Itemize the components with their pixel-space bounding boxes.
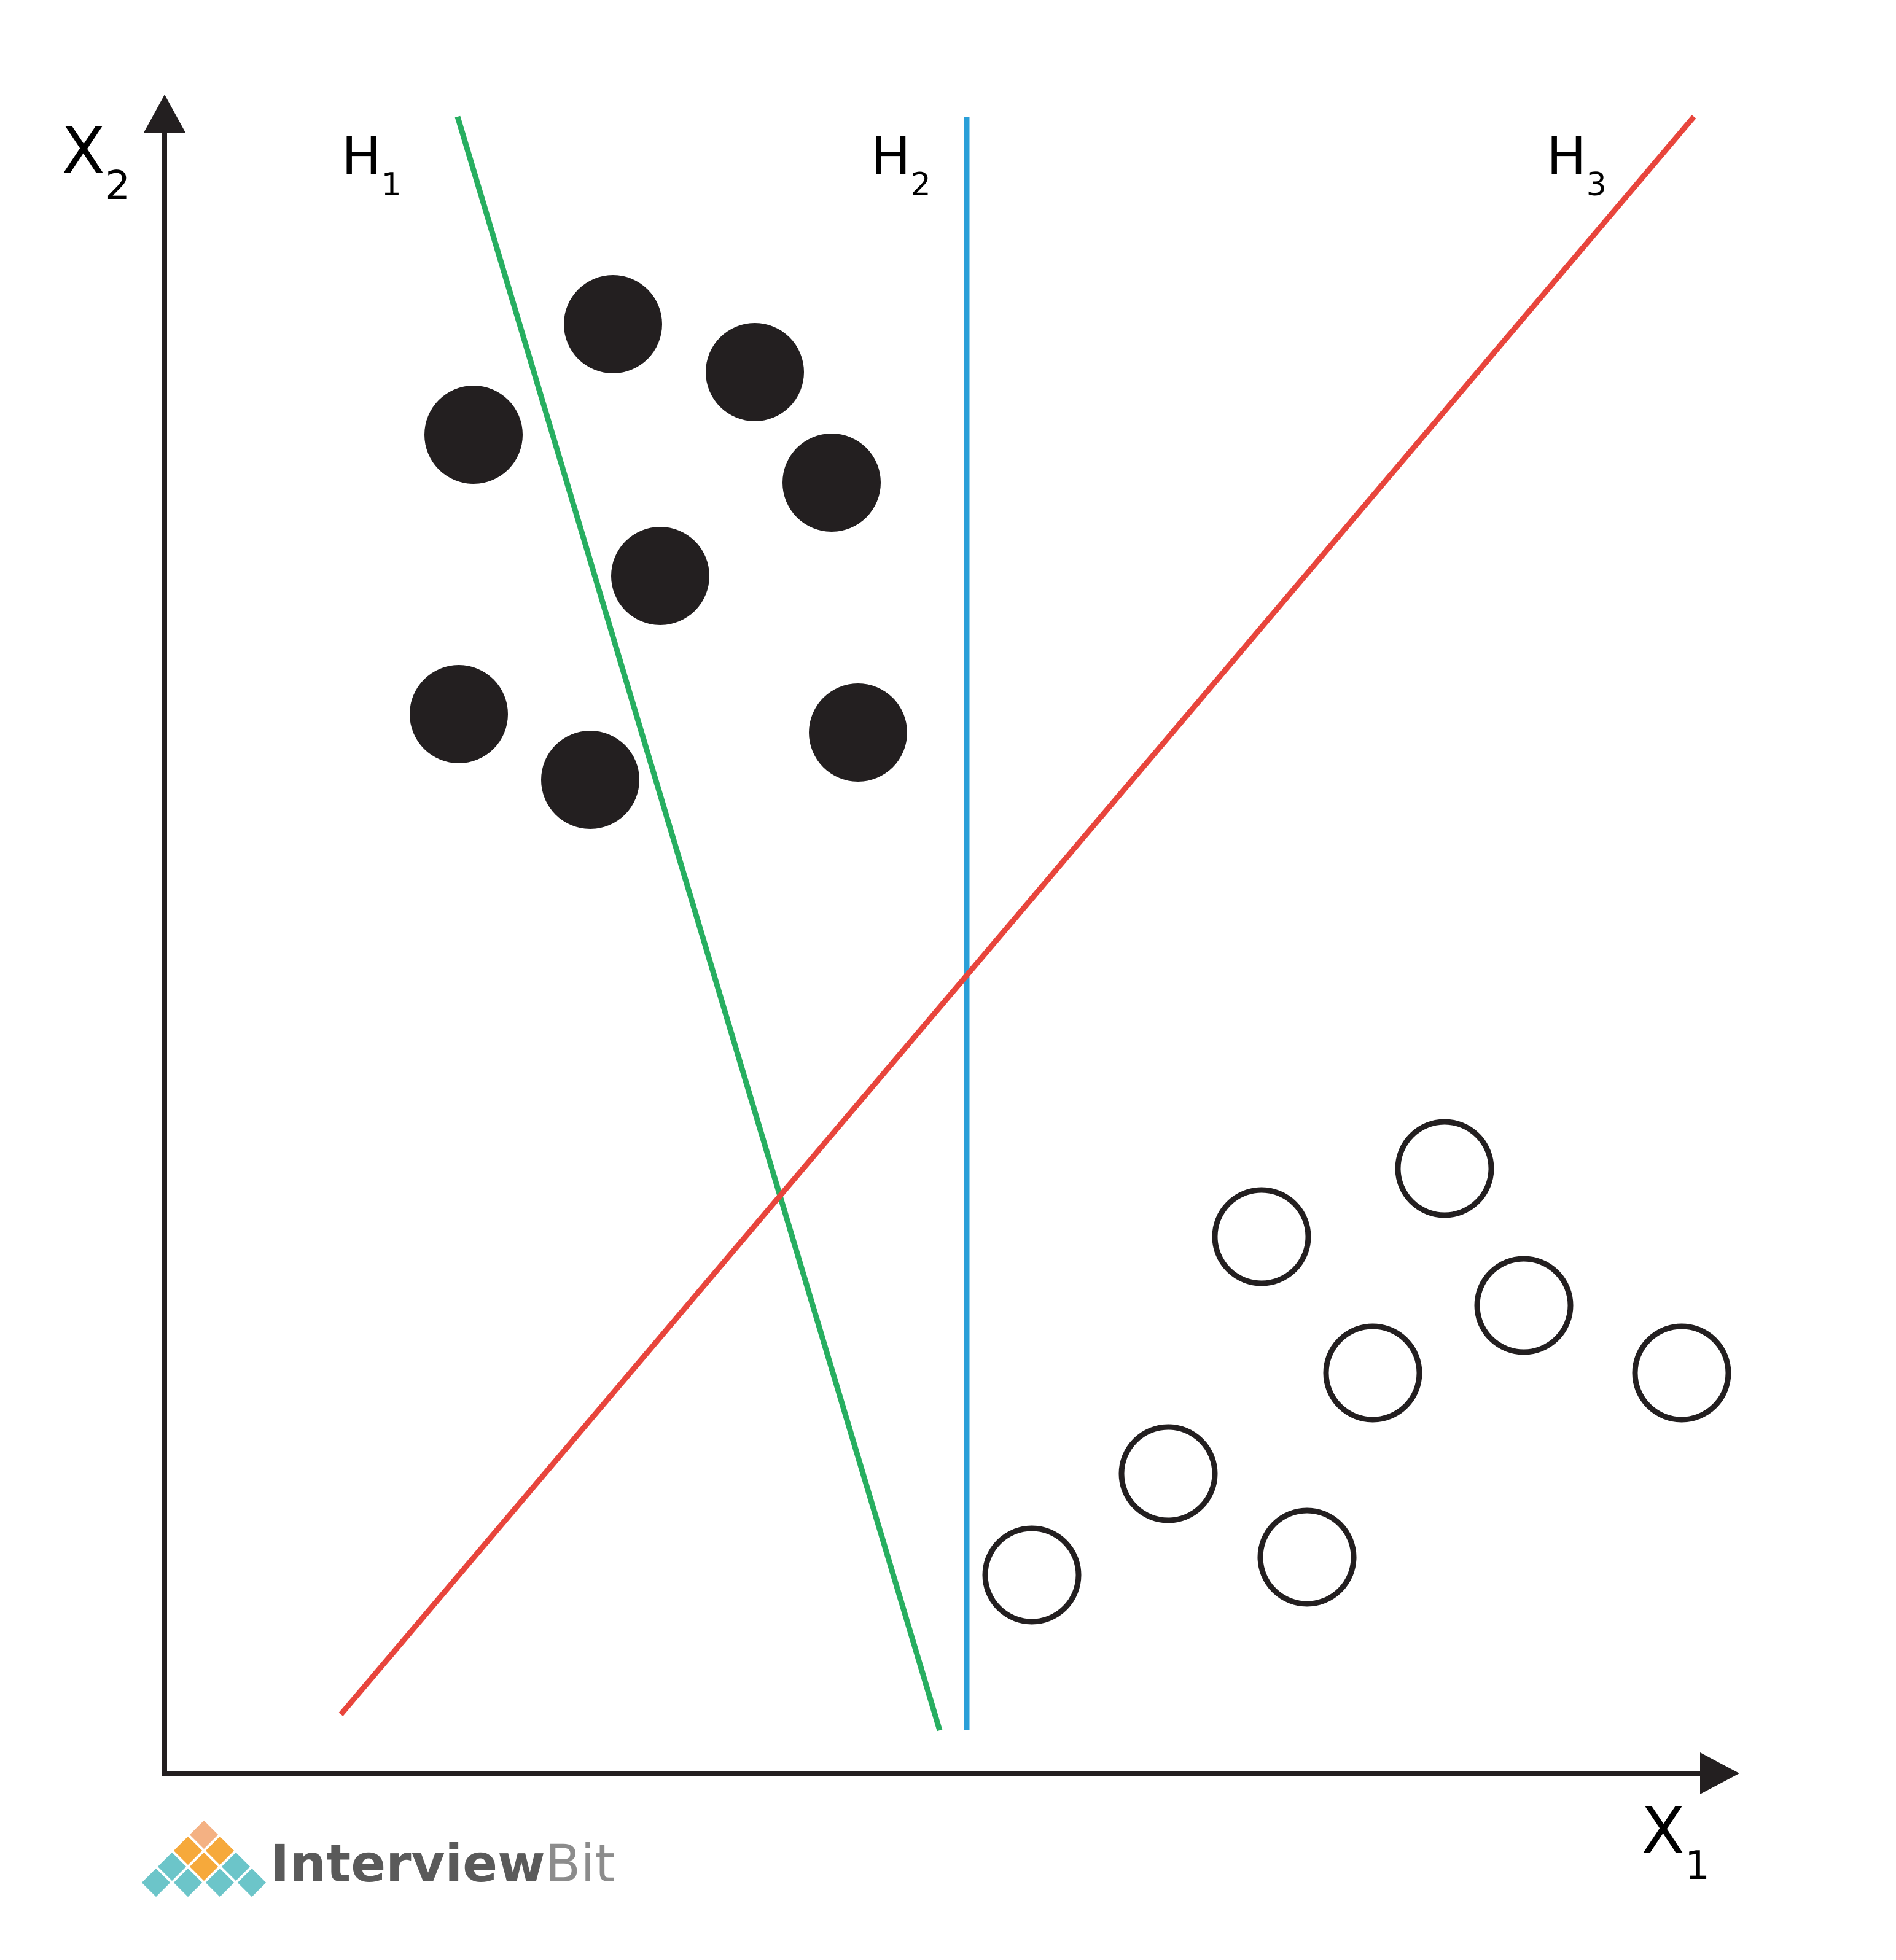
y-axis-label-sub: 2 [105, 163, 130, 209]
y-axis-arrow-icon [144, 95, 185, 133]
y-axis-label: X2 [61, 114, 130, 209]
filled-class-points [410, 275, 907, 829]
x-axis-label: X1 [1641, 1794, 1710, 1889]
hollow-point [1395, 1119, 1494, 1218]
hollow-point [1212, 1187, 1311, 1286]
interviewbit-logo-mark-icon [138, 1817, 270, 1900]
hyperplane-h1-line [454, 115, 943, 1732]
hyperplane-h3-label-sub: 3 [1586, 166, 1607, 203]
hyperplane-h3-label-main: H [1547, 126, 1586, 187]
hollow-point [1632, 1323, 1731, 1423]
interviewbit-logo-text-part1: Interview [270, 1834, 545, 1894]
hollow-point [1323, 1323, 1422, 1423]
hyperplane-h2-label-sub: 2 [911, 166, 931, 203]
filled-point [424, 386, 523, 484]
hyperplane-h2-label-main: H [871, 126, 911, 187]
hollow-point [982, 1525, 1082, 1625]
hollow-point [1118, 1424, 1218, 1523]
filled-point [564, 275, 662, 373]
filled-point [541, 731, 639, 829]
x-axis-label-main: X [1641, 1794, 1685, 1869]
hyperplane-h2-label: H2 [871, 126, 931, 203]
hyperplane-h3-label: H3 [1547, 126, 1607, 203]
filled-point [809, 683, 907, 782]
hyperplane-h1-label: H1 [341, 126, 402, 203]
hyperplane-h1-label-main: H [341, 126, 381, 187]
filled-point [410, 665, 508, 763]
hollow-point [1474, 1256, 1574, 1355]
hyperplane-h1-label-sub: 1 [381, 166, 402, 203]
interviewbit-logo: InterviewBit [138, 1817, 615, 1900]
filled-point [706, 323, 804, 421]
interviewbit-logo-text-part2: Bit [545, 1834, 615, 1894]
filled-point [611, 527, 709, 625]
x-axis-label-sub: 1 [1685, 1843, 1710, 1889]
axes [162, 123, 1707, 1776]
x-axis-arrow-icon [1700, 1752, 1739, 1794]
y-axis-label-main: X [61, 114, 105, 189]
filled-point [782, 434, 881, 532]
interviewbit-logo-text: InterviewBit [270, 1834, 615, 1894]
hollow-point [1257, 1507, 1357, 1607]
hyperplane-h3-line [338, 115, 1696, 1716]
hollow-class-points [982, 1119, 1731, 1625]
